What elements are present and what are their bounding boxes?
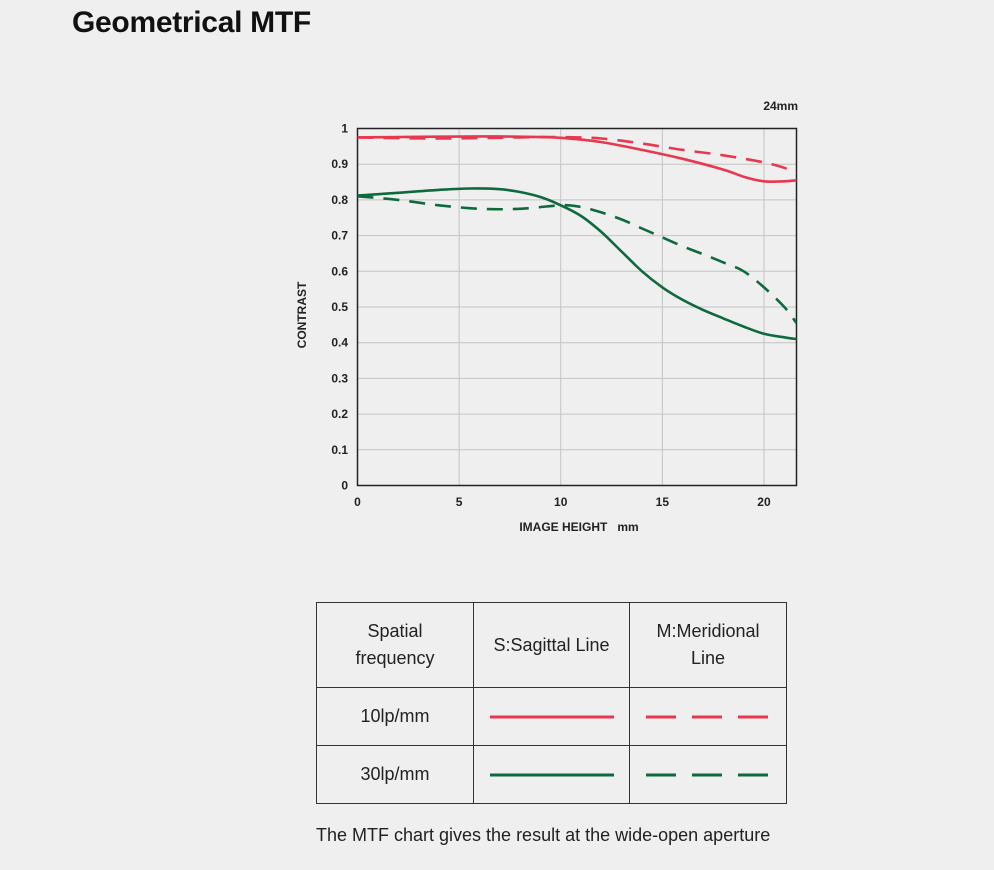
meridional-swatch-30lp — [629, 745, 787, 804]
series-10lp-mm-sagittal — [357, 135, 797, 184]
x-tick-label: 15 — [656, 495, 670, 509]
legend-table: Spatial frequency S:Sagittal Line M:Meri… — [316, 602, 787, 804]
mtf-chart-svg: 00.10.20.30.40.50.60.70.80.910 5 10 15 20 24… — [295, 99, 798, 534]
y-tick-label: 0.3 — [331, 371, 348, 385]
series-10lp-mm-meridional — [357, 135, 797, 175]
x-tick-label: 0 — [354, 495, 361, 509]
y-tick-label: 0.8 — [331, 193, 348, 207]
x-axis-label: IMAGE HEIGHT mm — [519, 520, 638, 534]
aperture-note: The MTF chart gives the result at the wi… — [316, 825, 771, 845]
x-tick-label: 5 — [456, 495, 463, 509]
y-axis-label: CONTRAST — [295, 281, 309, 348]
sagittal-swatch-30lp — [473, 745, 630, 804]
legend-row-30lp: 30lp/mm — [316, 745, 787, 804]
legend-header-row: Spatial frequency S:Sagittal Line M:Meri… — [316, 602, 787, 688]
focal-length-label: 24mm — [763, 99, 798, 113]
page-title: Geometrical MTF — [72, 6, 311, 39]
x-tick-label: 10 — [554, 495, 568, 509]
mtf-chart: 0 0.1 0.2 0.3 0.4 0.5 0.6 0.7 0.8 0.9 1 0 5 10 15 20 24… — [295, 99, 798, 534]
sagittal-swatch-10lp — [473, 687, 630, 746]
meridional-swatch-10lp — [629, 687, 787, 746]
y-tick-label: 0.6 — [331, 264, 348, 278]
y-tick-label: 1 — [341, 122, 348, 136]
y-tick-label: 0.1 — [331, 443, 348, 457]
x-tick-label: 20 — [757, 495, 771, 509]
frequency-label: 10lp/mm — [316, 687, 474, 746]
legend-row-10lp: 10lp/mm — [316, 687, 787, 746]
y-tick-label: 0 — [341, 479, 348, 493]
y-tick-label: 0.4 — [331, 336, 348, 350]
frequency-label: 30lp/mm — [316, 745, 474, 804]
plot-frame — [356, 127, 798, 487]
y-tick-label: 0.2 — [331, 407, 348, 421]
y-tick-label: 0.7 — [331, 229, 348, 243]
header-spatial-frequency: Spatial frequency — [316, 602, 474, 688]
y-tick-label: 0.9 — [331, 157, 348, 171]
y-tick-label: 0.5 — [331, 300, 348, 314]
header-meridional-line: M:Meridional Line — [629, 602, 787, 688]
header-sagittal-line: S:Sagittal Line — [473, 602, 630, 688]
series-30lp-mm-sagittal — [357, 187, 797, 341]
series-30lp-mm-meridional — [357, 195, 797, 324]
